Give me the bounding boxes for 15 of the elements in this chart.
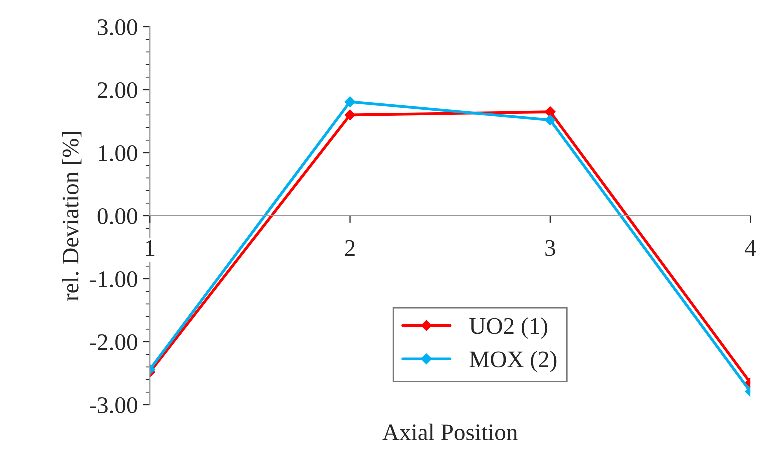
x-tick-label: 1 — [146, 240, 155, 256]
x-tick-label: 4 — [745, 240, 756, 256]
legend-label: MOX (2) — [470, 351, 557, 372]
legend-label: UO2 (1) — [470, 318, 548, 340]
x-tick-label: 3 — [546, 240, 556, 256]
y-tick-label: 3.00 — [98, 19, 138, 36]
y-tick-label: 2.00 — [98, 82, 138, 99]
y-tick-label: 0.00 — [98, 208, 138, 225]
y-axis-title: rel. Deviation [%] — [62, 132, 82, 302]
y-tick-label: -2.00 — [90, 334, 138, 351]
x-tick-label: 2 — [345, 240, 355, 256]
y-tick-label: 1.00 — [99, 145, 138, 162]
x-axis-title: Axial Position — [382, 424, 518, 441]
y-tick-label: -3.00 — [90, 397, 138, 414]
y-tick-label: -1.00 — [90, 271, 138, 288]
